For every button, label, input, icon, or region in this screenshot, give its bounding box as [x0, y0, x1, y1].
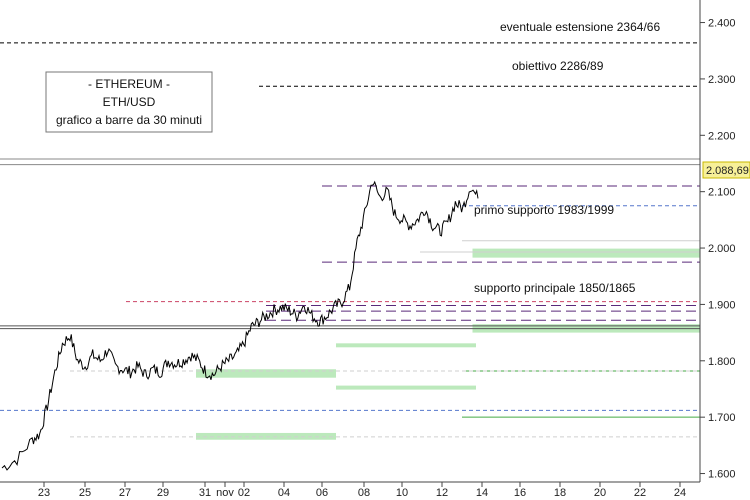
x-tick-label: 02 — [238, 487, 250, 499]
annotation-extension: eventuale estensione 2364/66 — [500, 20, 660, 34]
x-tick-label: 06 — [316, 487, 328, 499]
support-zone — [336, 385, 476, 390]
y-tick-label: 2.400 — [708, 18, 736, 30]
x-tick-label: 12 — [436, 487, 448, 499]
support-zone — [196, 369, 336, 378]
x-tick-label: 10 — [396, 487, 408, 499]
y-tick-label: 2.100 — [708, 187, 736, 199]
y-tick-label: 1.900 — [708, 299, 736, 311]
x-tick-label: 25 — [79, 487, 91, 499]
x-tick-label: 20 — [594, 487, 606, 499]
y-tick-label: 2.200 — [708, 130, 736, 142]
y-tick-label: 2.000 — [708, 243, 736, 255]
x-tick-label: 18 — [554, 487, 566, 499]
x-tick-label: 27 — [119, 487, 131, 499]
current-price-tag: 2.088,69 — [702, 161, 750, 179]
y-tick-label: 1.800 — [708, 356, 736, 368]
title-line-2: ETH/USD — [103, 95, 156, 109]
annotation-target: obiettivo 2286/89 — [512, 59, 604, 73]
x-tick-label: 31 — [199, 487, 211, 499]
annotation-main-support: supporto principale 1850/1865 — [474, 281, 636, 295]
x-tick-label: 29 — [157, 487, 169, 499]
x-tick-label: nov — [216, 487, 234, 499]
annotation-first-support: primo supporto 1983/1999 — [474, 203, 614, 217]
y-tick-label: 2.300 — [708, 74, 736, 86]
title-line-3: grafico a barre da 30 minuti — [56, 113, 202, 127]
x-tick-label: 23 — [38, 487, 50, 499]
x-tick-label: 24 — [674, 487, 686, 499]
title-line-1: - ETHEREUM - — [88, 77, 170, 91]
title-box: - ETHEREUM - ETH/USD grafico a barre da … — [45, 71, 213, 133]
support-zone — [336, 343, 476, 348]
support-zone — [196, 432, 336, 440]
current-price-label: 2.088,69 — [706, 165, 749, 177]
y-tick-label: 1.700 — [708, 412, 736, 424]
x-tick-label: 22 — [634, 487, 646, 499]
support-zone — [472, 248, 700, 258]
price-series-line — [1, 180, 479, 471]
x-tick-label: 04 — [278, 487, 290, 499]
x-tick-label: 14 — [476, 487, 488, 499]
x-tick-label: 16 — [514, 487, 526, 499]
x-tick-label: 08 — [358, 487, 370, 499]
y-tick-label: 1.600 — [708, 469, 736, 481]
